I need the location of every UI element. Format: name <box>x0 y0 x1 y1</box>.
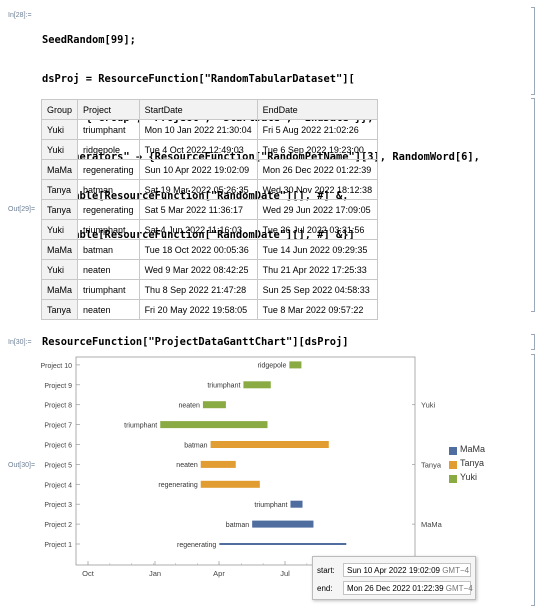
gantt-bar[interactable] <box>160 421 268 429</box>
bar-label: neaten <box>176 462 198 469</box>
x-tick-label: Oct <box>82 569 95 578</box>
legend-label: Tanya <box>460 458 485 468</box>
gantt-bar[interactable] <box>252 520 314 528</box>
legend-label: MaMa <box>460 444 486 454</box>
y-tick-label: Project 9 <box>44 383 72 390</box>
code-line: dsProj = ResourceFunction["RandomTabular… <box>42 73 355 85</box>
chart-frame <box>75 356 416 566</box>
cell-bracket-in28[interactable] <box>531 7 535 95</box>
bar-label: triumphant <box>124 422 157 429</box>
cell-bracket-out30[interactable] <box>531 354 535 606</box>
table-cell: MaMa <box>40 279 79 300</box>
cell-bracket-out29[interactable] <box>531 98 535 312</box>
gantt-bar[interactable] <box>290 500 303 508</box>
bar-label: neaten <box>178 403 200 410</box>
legend-swatch <box>449 447 457 455</box>
column-header[interactable]: EndDate <box>256 99 379 120</box>
table-row: Yuki ridgepole Tue 4 Oct 2022 12:49:03 Tue … <box>40 139 379 160</box>
table-cell: Yuki <box>40 259 79 280</box>
dataset-table[interactable]: Group Project StartDate EndDate Yuki triumph… <box>40 99 379 320</box>
gantt-bar[interactable] <box>200 460 236 468</box>
table-cell: neaten <box>77 299 140 320</box>
table-cell: MaMa <box>40 239 79 260</box>
x-tick-label: Jan <box>149 569 161 578</box>
table-row: MaMa triumphant Thu 8 Sep 2022 21:47:28 Sun… <box>40 279 379 300</box>
table-cell: Yuki <box>40 119 79 140</box>
gantt-bar[interactable] <box>243 381 271 389</box>
y-tick-label: Project 3 <box>44 502 72 509</box>
gantt-bar[interactable] <box>210 441 329 448</box>
column-header[interactable]: Project <box>77 99 140 120</box>
y-tick-label: Project 10 <box>40 363 72 370</box>
table-cell: Tue 8 Mar 2022 09:57:22 <box>256 299 379 320</box>
cell-bracket-in30[interactable] <box>531 334 535 350</box>
table-cell: Tanya <box>40 299 79 320</box>
legend-swatch <box>449 475 457 483</box>
y-tick-label: Project 5 <box>44 462 72 469</box>
group-label: MaMa <box>421 520 443 529</box>
tooltip-start-value: Sun 10 Apr 2022 19:02:09 GMT−4 <box>343 563 471 577</box>
y-tick-label: Project 4 <box>44 482 72 489</box>
y-tick-label: Project 7 <box>44 423 72 430</box>
x-tick-label: Jul <box>280 569 290 578</box>
tooltip-end-value: Mon 26 Dec 2022 01:22:39 GMT−4 <box>343 581 473 595</box>
x-tick-label: Apr <box>213 569 225 578</box>
code-line: SeedRandom[99]; <box>42 34 136 46</box>
y-tick-label: Project 1 <box>44 542 72 549</box>
cell-label-out29: Out[29]= <box>8 206 36 213</box>
table-cell: Tanya <box>40 179 79 200</box>
date-tooltip: start: Sun 10 Apr 2022 19:02:09 GMT−4 en… <box>312 556 476 600</box>
gantt-bar[interactable] <box>200 480 260 488</box>
bar-label: batman <box>184 442 207 449</box>
bar-label: batman <box>226 522 249 529</box>
table-cell: Yuki <box>40 219 79 240</box>
group-label: Tanya <box>421 460 442 469</box>
y-tick-label: Project 8 <box>44 403 72 410</box>
bar-label: triumphant <box>207 383 240 390</box>
bar-label: regenerating <box>177 542 216 549</box>
table-row: Tanya neaten Fri 20 May 2022 19:58:05 Tue 8… <box>40 299 379 320</box>
y-tick-label: Project 6 <box>44 443 72 450</box>
input-cell-30[interactable]: ResourceFunction["ProjectDataGanttChart"… <box>42 336 349 348</box>
cell-label-out30: Out[30]= <box>8 462 36 469</box>
tooltip-end-label: end: <box>317 584 333 593</box>
cell-label-in28: In[28]:= <box>8 12 32 19</box>
table-cell: Yuki <box>40 139 79 160</box>
cell-label-in30: In[30]:= <box>8 339 32 346</box>
table-row: MaMa regenerating Sun 10 Apr 2022 19:02:09… <box>40 159 379 180</box>
table-cell: Tanya <box>40 199 79 220</box>
legend-swatch <box>449 461 457 469</box>
bar-label: ridgepole <box>258 363 287 370</box>
table-row: MaMa batman Tue 18 Oct 2022 00:05:36 Tue 14… <box>40 239 379 260</box>
gantt-bar[interactable] <box>289 361 302 369</box>
gantt-bar[interactable] <box>219 543 347 545</box>
legend-label: Yuki <box>460 472 478 482</box>
table-row: Tanya batman Sat 19 Mar 2022 05:26:35 Wed 3… <box>40 179 379 200</box>
gantt-bar[interactable] <box>202 401 226 409</box>
table-cell: MaMa <box>40 159 79 180</box>
y-tick-label: Project 2 <box>44 522 72 529</box>
bar-label: regenerating <box>158 482 197 489</box>
table-row: Yuki neaten Wed 9 Mar 2022 08:42:25 Thu 21 … <box>40 259 379 280</box>
column-header[interactable]: Group <box>40 99 79 120</box>
group-label: Yuki <box>421 401 436 410</box>
tooltip-start-label: start: <box>317 566 335 575</box>
bar-label: triumphant <box>254 502 287 509</box>
